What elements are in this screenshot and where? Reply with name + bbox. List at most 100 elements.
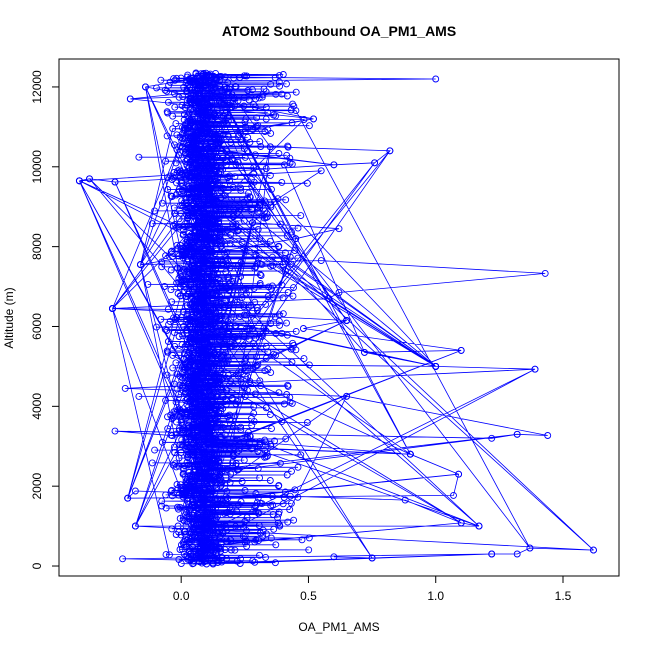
data-point [208,450,216,458]
x-tick-label: 0.0 [173,589,190,603]
data-point [228,507,236,515]
data-point [240,301,248,309]
data-point [178,186,186,194]
data-point [211,406,219,414]
data-point [300,355,308,363]
data-point [250,164,258,172]
data-point [234,97,242,105]
data-point [248,86,256,94]
data-point [135,392,143,400]
data-point [180,265,188,273]
data-point [268,185,275,193]
data-point [234,158,242,166]
data-point [240,217,248,225]
data-point [163,327,171,334]
data-point [286,398,294,406]
data-point [305,122,313,130]
data-point [283,319,290,327]
data-point [167,431,175,439]
data-point [228,91,236,99]
data-point [279,71,287,78]
data-point [264,126,272,134]
data-point [261,436,269,444]
data-point [196,361,204,369]
data-point [226,479,234,487]
data-point [169,112,177,120]
data-point [237,184,245,192]
data-point [241,487,249,494]
data-point [167,286,175,294]
data-point [178,545,186,553]
data-point [305,546,313,554]
data-point [263,213,271,221]
data-point [173,74,181,82]
data-point [167,192,175,200]
data-point [253,307,261,314]
data-point [158,199,166,207]
data-point [175,93,183,101]
data-point [242,115,250,123]
data-point [211,414,219,422]
data-point [240,456,248,464]
data-point [289,292,297,300]
data-point [181,149,189,157]
data-point [221,520,229,528]
data-point [284,142,292,150]
data-point [217,475,225,483]
data-point [250,284,258,292]
data-point [240,384,248,392]
data-point [174,290,182,297]
data-point [275,242,283,250]
data-point [256,198,264,206]
data-point [256,271,264,279]
data-point [169,222,177,230]
data-point [256,474,264,482]
data-point [75,177,83,185]
data-point [252,536,260,544]
data-point [303,179,311,187]
data-point [172,159,180,167]
data-point [209,297,217,305]
data-point [148,459,156,467]
data-point [330,161,338,169]
data-point [262,354,270,362]
data-point [217,433,225,441]
data-point [207,304,215,312]
data-point [325,295,333,302]
data-point [262,300,270,308]
data-point [215,215,223,223]
data-point [229,423,237,430]
data-point [166,551,173,559]
data-point [226,177,233,185]
data-point [244,326,252,334]
data-point [218,284,226,292]
data-point [185,95,193,103]
data-point [241,118,249,126]
data-point [229,183,237,191]
data-point [224,79,232,87]
data-point [190,77,198,85]
data-point [262,115,270,123]
data-point [229,462,237,470]
data-point [151,446,159,454]
data-point [226,416,233,424]
data-point [513,430,521,438]
data-point [185,314,193,322]
data-point [222,349,230,357]
data-point [294,493,302,501]
data-point [222,146,230,154]
data-point [281,249,289,257]
data-point [236,313,244,321]
data-point [217,207,225,215]
data-point [289,339,297,347]
data-point [237,378,245,386]
data-point [208,505,216,513]
data-point [233,435,241,443]
data-point [176,292,184,300]
data-point [184,118,192,125]
data-point [270,111,278,119]
data-point [211,175,219,183]
data-point [202,157,210,165]
data-point [228,103,236,111]
data-point [216,225,224,233]
